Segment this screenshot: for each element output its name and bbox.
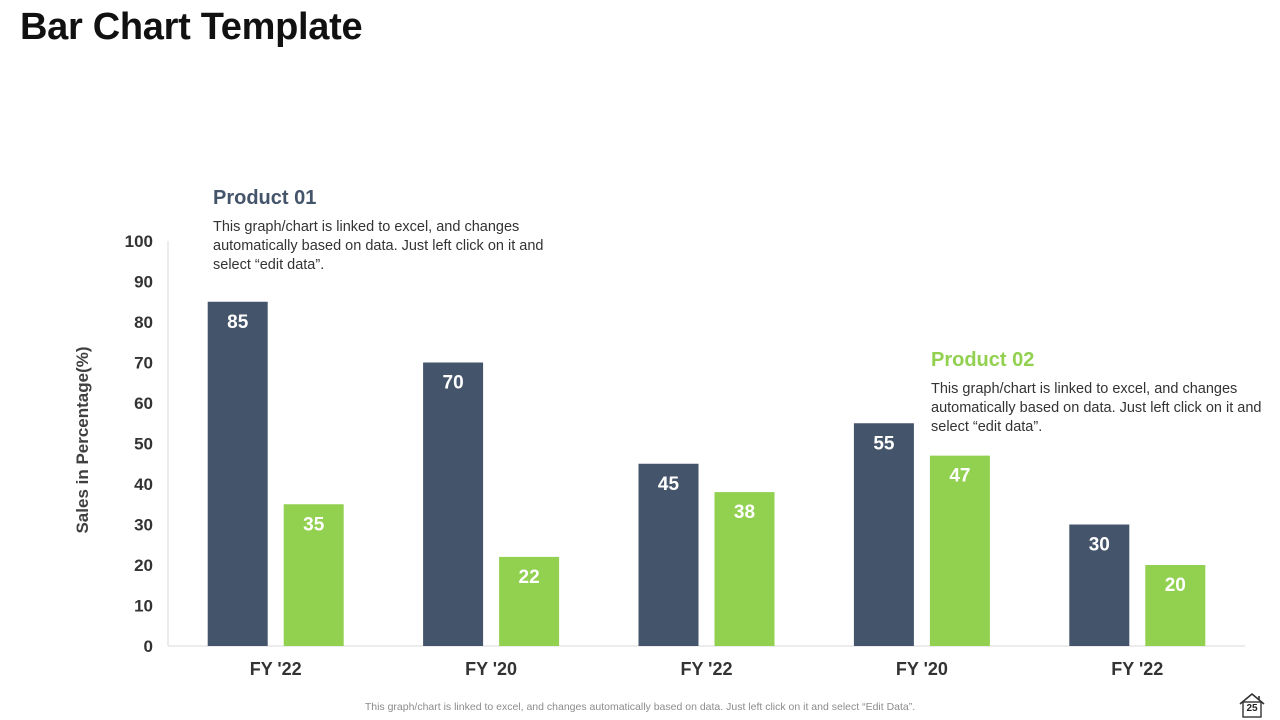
- bar-product-02: [1145, 565, 1206, 646]
- y-tick-label: 50: [134, 435, 153, 454]
- bar-value-label: 45: [658, 474, 680, 495]
- bar-product-02: [714, 492, 775, 646]
- x-tick-label: FY '22: [250, 659, 302, 679]
- bar-value-label: 38: [734, 502, 755, 523]
- y-axis-label: Sales in Percentage(%): [73, 346, 92, 533]
- slide-title: Bar Chart Template: [20, 6, 363, 48]
- bar-product-02: [499, 556, 560, 646]
- bar-product-01: [638, 463, 699, 646]
- callout-product-01-text: This graph/chart is linked to excel, and…: [213, 219, 544, 273]
- callout-product-02: Product 02 This graph/chart is linked to…: [931, 349, 1276, 437]
- bar-value-label: 22: [519, 567, 540, 588]
- bar-value-label: 47: [949, 466, 970, 487]
- bar-value-label: 55: [873, 433, 895, 454]
- x-tick-label: FY '22: [681, 659, 733, 679]
- x-tick-label: FY '22: [1111, 659, 1163, 679]
- bar-product-01: [1069, 524, 1130, 646]
- bar-value-label: 70: [443, 373, 464, 394]
- callout-product-01-heading: Product 01: [213, 187, 317, 209]
- y-tick-label: 20: [134, 556, 153, 575]
- callout-product-02-heading: Product 02: [931, 349, 1035, 371]
- bar-product-02: [283, 504, 344, 646]
- bar-product-01: [853, 423, 914, 646]
- y-tick-label: 100: [125, 232, 153, 251]
- x-tick-label: FY '20: [896, 659, 948, 679]
- page-number: 25: [1246, 703, 1258, 714]
- y-tick-label: 40: [134, 475, 153, 494]
- y-tick-label: 80: [134, 313, 153, 332]
- bar-product-01: [207, 301, 268, 646]
- home-icon: [1239, 693, 1265, 718]
- x-tick-label: FY '20: [465, 659, 517, 679]
- bar-value-label: 20: [1165, 575, 1186, 596]
- bar-product-01: [423, 362, 484, 646]
- page-number-badge: 25: [1238, 692, 1268, 718]
- y-tick-label: 70: [134, 354, 153, 373]
- bar-value-label: 85: [227, 312, 249, 333]
- callout-product-02-text: This graph/chart is linked to excel, and…: [931, 381, 1262, 435]
- y-tick-label: 30: [134, 516, 153, 535]
- footer-note: This graph/chart is linked to excel, and…: [364, 701, 916, 713]
- bar-value-label: 30: [1089, 535, 1110, 556]
- callout-product-01: Product 01 This graph/chart is linked to…: [213, 187, 558, 275]
- y-tick-label: 0: [144, 637, 153, 656]
- y-tick-label: 90: [134, 273, 153, 292]
- bar-product-02: [929, 455, 990, 646]
- bar-value-label: 35: [303, 514, 325, 535]
- y-tick-label: 60: [134, 394, 153, 413]
- y-tick-label: 10: [134, 597, 153, 616]
